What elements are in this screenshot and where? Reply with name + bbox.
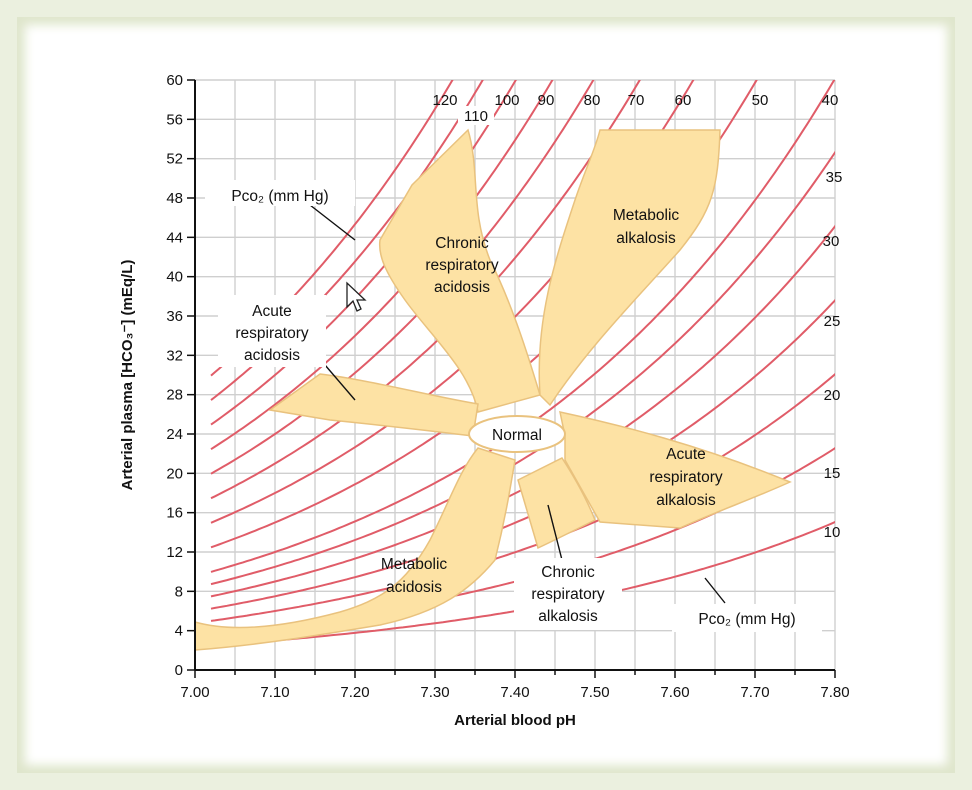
x-tick-label: 7.50 [580,684,609,701]
label-metabolic-alkalosis-1: Metabolic [613,207,680,224]
x-tick-label: 7.80 [820,684,849,701]
label-metabolic-acidosis-1: Metabolic [381,556,448,573]
y-tick-label: 28 [166,387,183,404]
y-tick-label: 0 [175,662,183,679]
isobar-label-120: 120 [432,92,457,109]
regions [194,128,792,651]
region-metabolic-alkalosis [538,129,721,407]
x-axis-title: Arterial blood pH [454,712,576,729]
label-bg-pco2-bottom [672,604,822,632]
label-chronic-resp-acidosis-2: respiratory [425,257,498,274]
x-tick-label: 7.60 [660,684,689,701]
label-chronic-resp-alkalosis-3: alkalosis [538,608,598,625]
isobar-line-90 [210,80,554,451]
isobar-label-20: 20 [824,387,841,404]
label-chronic-resp-acidosis-1: Chronic [435,235,489,252]
y-tick-label: 36 [166,308,183,325]
leader-pco2-bottom [704,577,726,604]
isobar-labels: 120 110 100 90 80 70 60 50 40 35 30 25 20 15 10 [432,92,842,541]
leader-chronic-resp-alkalosis [547,504,563,561]
label-chronic-resp-acidosis-3: acidosis [434,279,490,296]
label-acute-resp-alkalosis-2: respiratory [649,469,722,486]
region-acute-respiratory-alkalosis [559,411,792,529]
y-tick-label: 60 [166,72,183,89]
y-axis-title: Arterial plasma [HCO₃⁻] (mEq/L) [119,260,136,491]
label-acute-resp-alkalosis-1: Acute [666,446,706,463]
isobar-line-70 [210,80,641,500]
label-bg-acute-resp-acidosis [218,295,326,367]
x-tick-label: 7.00 [180,684,209,701]
y-tick-label: 4 [175,623,183,640]
x-tick-label: 7.70 [740,684,769,701]
isobar-label-30: 30 [823,233,840,250]
leader-pco2-top [309,204,356,241]
y-tick-label: 40 [166,269,183,286]
y-tick-label: 20 [166,465,183,482]
leader-lines [309,204,726,604]
axes [187,79,836,678]
x-tick-label: 7.40 [500,684,529,701]
x-tick-labels: 7.00 7.10 7.20 7.30 7.40 7.50 7.60 7.70 7.80 [180,684,849,701]
region-normal [468,415,566,453]
y-tick-label: 56 [166,111,183,128]
label-bg-chronic-resp-alkalosis [514,558,622,630]
x-tick-label: 7.10 [260,684,289,701]
isobar-label-25: 25 [824,313,841,330]
region-chronic-respiratory-alkalosis [517,457,596,550]
label-acute-resp-acidosis-3: acidosis [244,347,300,364]
isobar-label-10: 10 [824,524,841,541]
isobar-label-70: 70 [628,92,645,109]
isobar-line-35 [210,150,835,586]
label-acute-resp-alkalosis-3: alkalosis [656,492,716,509]
mouse-cursor-icon [346,281,367,312]
x-tick-label: 7.20 [340,684,369,701]
isobar-label-50: 50 [752,92,769,109]
y-tick-label: 12 [166,544,183,561]
label-acute-resp-acidosis-1: Acute [252,303,292,320]
isobar-label-bg [458,106,494,125]
isobar-line-80 [210,80,595,475]
isobar-label-110: 110 [464,108,488,125]
label-chronic-resp-alkalosis-1: Chronic [541,564,595,581]
isobar-label-60: 60 [675,92,692,109]
isobar-line-20 [210,372,835,622]
label-acute-resp-acidosis-2: respiratory [235,325,308,342]
label-metabolic-alkalosis-2: alkalosis [616,230,676,247]
isobar-line-100 [210,80,517,426]
label-normal: Normal [492,427,542,444]
pco2-label-bottom: Pco₂ (mm Hg) [698,611,795,628]
y-tick-label: 8 [175,583,183,600]
isobar-label-40: 40 [822,92,839,109]
label-metabolic-acidosis-2: acidosis [386,579,442,596]
y-tick-label: 32 [166,347,183,364]
y-tick-label: 44 [166,229,183,246]
x-tick-label: 7.30 [420,684,449,701]
region-chronic-respiratory-acidosis [378,128,541,413]
label-bg-pco2-top [205,180,355,206]
pco2-label-top: Pco₂ (mm Hg) [231,188,328,205]
region-acute-respiratory-acidosis [268,373,479,437]
label-chronic-resp-alkalosis-2: respiratory [531,586,604,603]
leader-acute-resp-acidosis [324,364,356,401]
isobar-label-35: 35 [826,169,843,186]
isobar-label-80: 80 [584,92,601,109]
y-tick-label: 16 [166,505,183,522]
isobar-label-15: 15 [824,465,841,482]
y-tick-label: 48 [166,190,183,207]
y-tick-label: 52 [166,151,183,168]
isobar-label-90: 90 [538,92,555,109]
isobar-label-100: 100 [494,92,519,109]
y-tick-label: 24 [166,426,183,443]
